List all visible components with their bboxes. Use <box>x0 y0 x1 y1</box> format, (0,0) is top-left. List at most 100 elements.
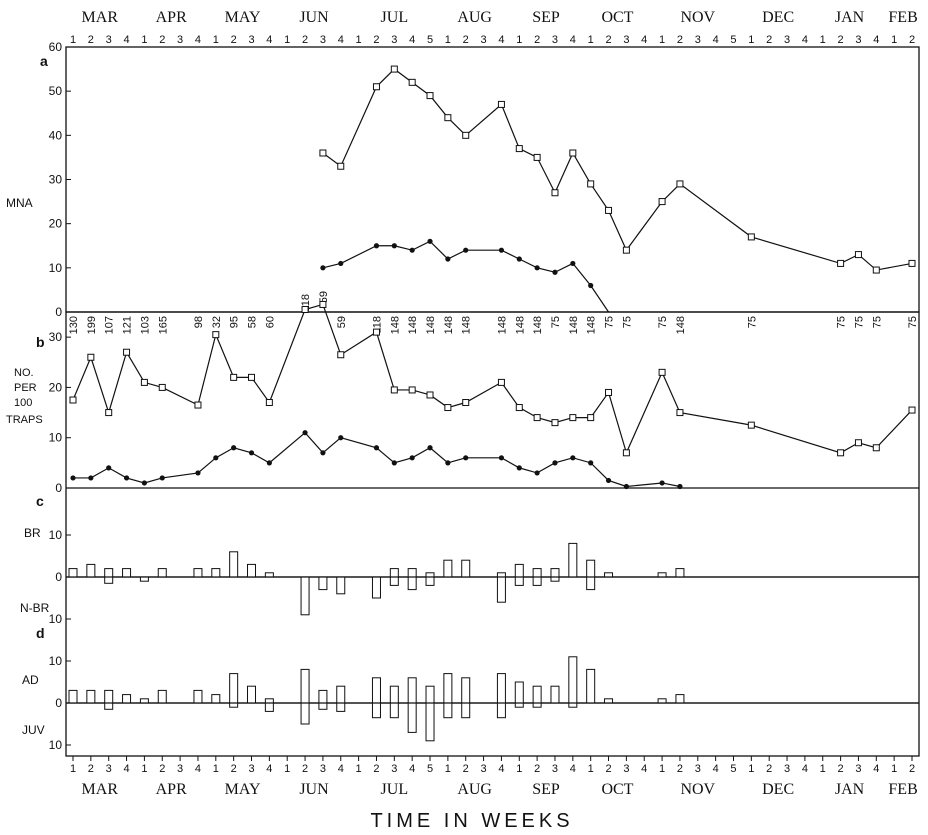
panel-d-bar <box>461 677 471 719</box>
bottom-week-number: 3 <box>855 763 861 775</box>
open-square-marker <box>676 180 684 188</box>
filled-circle-marker <box>159 475 165 481</box>
bottom-week-number: 2 <box>231 763 237 775</box>
bottom-month-label: OCT <box>601 781 633 798</box>
trap-count-label: 148 <box>514 316 526 334</box>
open-square-marker <box>569 149 577 157</box>
bottom-month-label: JUL <box>381 781 409 798</box>
open-square-marker <box>87 353 95 361</box>
open-square-marker <box>605 206 613 214</box>
open-square-marker <box>105 409 113 417</box>
panel-c-bar <box>568 542 578 578</box>
top-week-number: 2 <box>302 34 308 46</box>
panel-c-plot: BR N-BR 0 10 10 <box>20 526 919 626</box>
panel-c-bar <box>586 559 596 591</box>
panel-c-bar <box>371 576 381 599</box>
panel-c-letter: c <box>36 493 44 509</box>
panel-c-bar <box>86 563 96 578</box>
filled-circle-marker <box>373 243 380 249</box>
top-week-number: 1 <box>70 34 76 46</box>
open-square-marker <box>622 449 630 457</box>
top-week-number: 1 <box>213 34 219 46</box>
open-square-marker <box>605 388 613 396</box>
filled-circle-marker <box>534 470 540 476</box>
panel-c-ytick-label: 10 <box>49 612 63 626</box>
top-week-number: 2 <box>463 34 469 46</box>
open-square-marker <box>872 444 880 452</box>
panel-d-bar <box>443 673 453 719</box>
trap-count-label: 60 <box>264 316 276 328</box>
open-square-marker <box>230 373 238 381</box>
bottom-week-number: 3 <box>320 763 326 775</box>
panels-bcd-frame <box>65 311 920 757</box>
open-square-marker <box>854 251 862 259</box>
top-week-number: 2 <box>605 34 611 46</box>
filled-circle-marker <box>463 455 469 461</box>
panel-a-letter: a <box>40 53 48 69</box>
panel-b-letter: b <box>36 334 45 350</box>
top-week-number: 4 <box>498 34 504 46</box>
panel-d-bar <box>300 668 310 725</box>
panel-c-ytick-label: 10 <box>49 528 63 542</box>
bottom-week-number: 4 <box>802 763 808 775</box>
open-square-marker <box>533 414 541 422</box>
open-square-marker <box>248 373 256 381</box>
filled-circle-marker <box>338 260 344 267</box>
bottom-week-number: 2 <box>677 763 683 775</box>
panel-d-bar <box>247 685 257 704</box>
top-week-number: 3 <box>623 34 629 46</box>
filled-circle-marker <box>231 445 237 451</box>
open-square-marker <box>390 65 398 73</box>
top-week-number: 2 <box>534 34 540 46</box>
open-square-marker <box>194 401 202 409</box>
top-week-number: 3 <box>855 34 861 46</box>
filled-circle-marker <box>248 450 255 456</box>
open-square-marker <box>908 259 916 267</box>
filled-circle-marker <box>302 430 308 436</box>
filled-circle-marker <box>570 260 576 267</box>
panel-d-label-upper: AD <box>22 673 39 687</box>
top-week-number: 3 <box>248 34 254 46</box>
top-week-number: 4 <box>195 34 201 46</box>
bottom-week-number: 4 <box>641 763 647 775</box>
bottom-week-number: 4 <box>873 763 879 775</box>
top-week-number: 1 <box>820 34 826 46</box>
bottom-week-number: 3 <box>481 763 487 775</box>
panel-d-ytick-label: 0 <box>55 696 62 710</box>
open-square-marker <box>69 396 77 404</box>
top-week-number: 2 <box>909 34 915 46</box>
bottom-week-number: 4 <box>266 763 272 775</box>
top-month-label: JUN <box>299 9 329 26</box>
bottom-week-number: 1 <box>213 763 219 775</box>
open-square-marker <box>497 378 505 386</box>
bottom-month-label: FEB <box>888 781 917 798</box>
panel-b-ytick-label: 30 <box>49 330 63 344</box>
panel-a-ytick-label: 30 <box>49 173 63 187</box>
bottom-week-number: 3 <box>784 763 790 775</box>
bottom-week-number: 3 <box>552 763 558 775</box>
panel-c-bar <box>318 576 328 591</box>
top-month-label: FEB <box>888 9 917 26</box>
top-week-number: 4 <box>713 34 719 46</box>
panel-c-bar <box>122 568 132 578</box>
panel-a-ytick-label: 50 <box>49 84 63 98</box>
open-square-marker <box>676 409 684 417</box>
panel-d-bar <box>211 694 221 704</box>
filled-circle-marker <box>463 247 469 253</box>
panel-d-ytick-label: 10 <box>49 738 63 752</box>
panel-c-bar <box>68 568 78 578</box>
top-week-number: 2 <box>766 34 772 46</box>
top-month-label: APR <box>156 9 187 26</box>
top-week-number: 4 <box>873 34 879 46</box>
panel-c-bar <box>443 559 453 578</box>
trap-count-label: 75 <box>604 316 616 328</box>
filled-circle-marker <box>427 445 433 451</box>
top-month-label: MAR <box>82 9 119 26</box>
filled-circle-marker <box>213 455 219 461</box>
filled-circle-marker <box>338 435 344 441</box>
bottom-week-number: 2 <box>766 763 772 775</box>
open-square-marker <box>426 391 434 399</box>
trap-count-label: 59 <box>318 291 330 303</box>
top-month-label: MAY <box>225 9 261 26</box>
